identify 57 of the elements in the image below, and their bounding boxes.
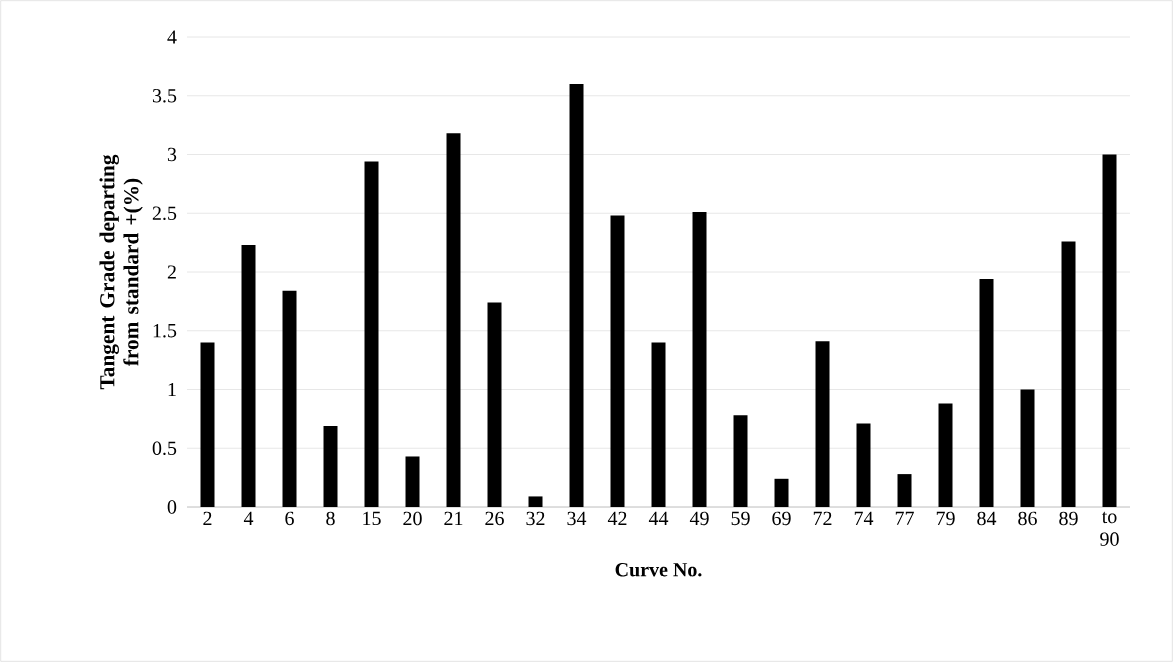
bar	[528, 496, 543, 507]
y-tick-label: 2.5	[152, 206, 177, 221]
bar	[733, 415, 748, 507]
bar	[610, 215, 625, 507]
bar	[282, 290, 297, 507]
x-tick-label: 77	[895, 511, 914, 525]
bar	[815, 341, 830, 507]
x-tick-label: 69	[772, 511, 791, 526]
x-tick-label: 74	[854, 511, 874, 525]
x-tick-label: 86	[1018, 511, 1037, 526]
bar	[692, 212, 707, 507]
x-tick-label: 84	[977, 511, 997, 526]
x-axis-title: Curve No.	[615, 562, 702, 577]
x-tick-label: 72	[813, 511, 832, 525]
x-tick-label: 4	[243, 511, 254, 525]
bar	[1020, 389, 1035, 507]
x-tick-label: 2	[203, 511, 212, 525]
x-tick-label: 89	[1059, 511, 1078, 526]
bar	[1102, 154, 1117, 507]
x-tick-label: to 90	[1100, 511, 1119, 546]
bar	[323, 425, 338, 507]
bar	[774, 478, 789, 507]
x-tick-label: 79	[936, 511, 955, 526]
y-tick-label: 3	[167, 147, 177, 162]
bar	[364, 161, 379, 507]
bar	[651, 342, 666, 507]
bar	[938, 403, 953, 507]
y-tick-label: 3.5	[152, 89, 177, 103]
y-tick-label: 1.5	[153, 324, 177, 338]
y-tick-label: 2	[167, 265, 176, 279]
bar	[241, 244, 256, 507]
x-tick-label: 15	[363, 511, 381, 526]
bar	[446, 133, 461, 507]
x-tick-label: 59	[731, 511, 750, 526]
x-tick-label: 42	[607, 511, 627, 525]
bar	[487, 302, 502, 507]
bar	[200, 342, 215, 507]
bar	[569, 84, 584, 507]
bar	[897, 474, 912, 507]
x-tick-label: 20	[403, 511, 422, 526]
x-tick-label: 34	[567, 511, 587, 526]
x-tick-label: 44	[648, 511, 669, 525]
x-tick-label: 8	[326, 511, 335, 526]
y-tick-label: 1	[168, 382, 176, 397]
bar	[979, 279, 994, 507]
x-tick-label: 32	[526, 511, 545, 526]
bar	[405, 456, 420, 507]
y-tick-label: 0	[167, 500, 177, 514]
y-tick-label: 4	[167, 30, 177, 44]
x-tick-label: 26	[485, 511, 504, 526]
y-tick-label: 0.5	[152, 441, 177, 456]
x-tick-label: 49	[689, 511, 709, 526]
bar	[1061, 241, 1076, 507]
x-tick-label: 6	[285, 511, 294, 526]
bar	[856, 423, 871, 507]
y-axis-title: Tangent Grade departing from standard +(%)	[99, 154, 143, 390]
x-tick-label: 21	[444, 511, 463, 525]
